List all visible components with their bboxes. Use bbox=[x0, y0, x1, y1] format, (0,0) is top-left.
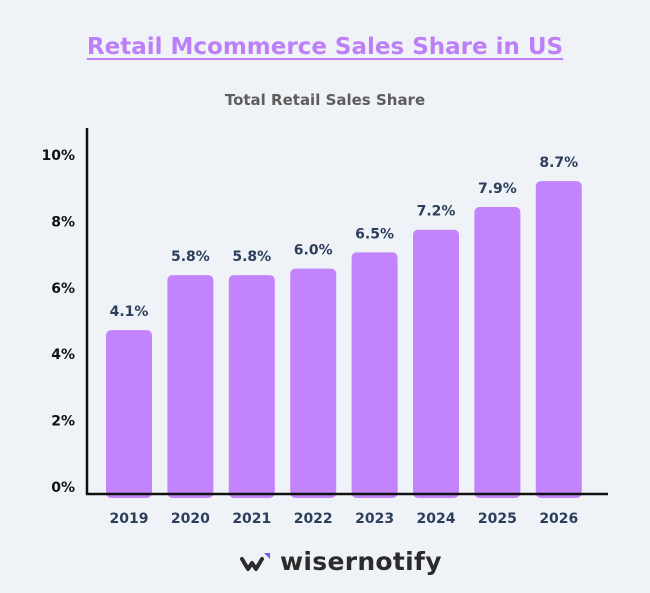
x-tick-label: 2025 bbox=[478, 511, 517, 527]
bar-2026 bbox=[535, 181, 582, 498]
y-tick-label: 10% bbox=[41, 148, 75, 164]
bar-2021 bbox=[228, 275, 275, 498]
bar-2022 bbox=[290, 268, 337, 498]
y-tick-label: 0% bbox=[51, 480, 75, 496]
data-label: 8.7% bbox=[539, 155, 578, 171]
x-tick-label: 2020 bbox=[171, 511, 210, 527]
data-label: 4.1% bbox=[110, 304, 149, 320]
x-tick-label: 2022 bbox=[294, 511, 333, 527]
bar-2025 bbox=[474, 207, 521, 499]
y-tick-label: 2% bbox=[51, 414, 75, 430]
chart-title[interactable]: Retail Mcommerce Sales Share in US bbox=[86, 34, 564, 60]
bar-2020 bbox=[167, 275, 214, 498]
bar-2023 bbox=[351, 252, 398, 498]
data-label: 6.0% bbox=[294, 243, 333, 259]
brand-logo: wisernotify bbox=[240, 547, 442, 576]
y-tick-label: 8% bbox=[51, 214, 75, 230]
x-tick-label: 2021 bbox=[232, 511, 271, 527]
x-tick-label: 2023 bbox=[355, 511, 394, 527]
data-label: 7.2% bbox=[417, 204, 456, 220]
data-label: 5.8% bbox=[171, 249, 210, 265]
bar-2019 bbox=[106, 330, 152, 498]
data-label: 5.8% bbox=[232, 249, 271, 265]
bar-2024 bbox=[413, 229, 459, 498]
chart-subtitle: Total Retail Sales Share bbox=[224, 91, 426, 109]
x-tick-label: 2024 bbox=[417, 511, 456, 527]
data-label: 7.9% bbox=[478, 181, 517, 197]
wisernotify-logo-icon bbox=[240, 552, 270, 571]
x-tick-label: 2026 bbox=[539, 511, 578, 527]
x-tick-label: 2019 bbox=[110, 511, 149, 527]
y-tick-label: 6% bbox=[51, 281, 75, 297]
y-tick-label: 4% bbox=[51, 347, 75, 363]
brand-name: wisernotify bbox=[280, 547, 442, 576]
data-label: 6.5% bbox=[355, 226, 394, 242]
